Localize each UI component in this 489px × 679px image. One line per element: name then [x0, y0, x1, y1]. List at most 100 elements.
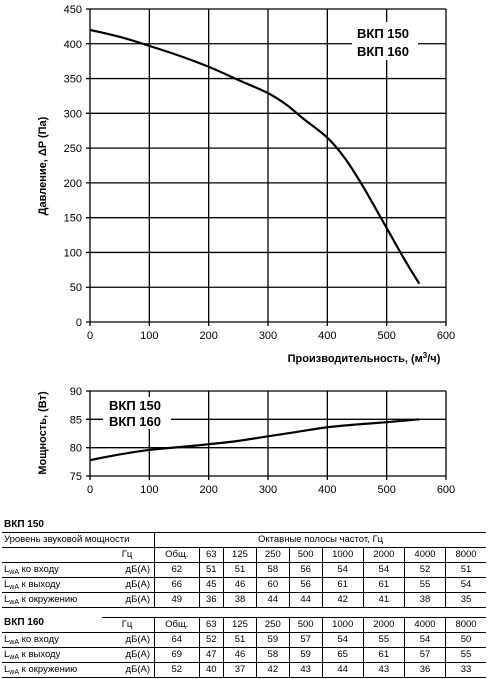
c1-x-tick-label: 500 — [377, 330, 395, 342]
table-cell: 52 — [154, 662, 200, 678]
table-cell: 64 — [154, 632, 200, 648]
row-unit: дБ(А) — [102, 562, 155, 578]
pressure-chart: 0 100 200 300 400 500 600 0 50 100 150 200 250 300 350… — [37, 4, 456, 365]
c2-x-tick-label: 200 — [199, 484, 217, 496]
table160-column-header: 250 — [255, 617, 290, 633]
row-label-text: ко входу — [19, 564, 59, 575]
table-cell: 60 — [255, 577, 290, 593]
row-unit: дБ(А) — [102, 632, 155, 648]
table150-column-header: Общ. — [154, 547, 200, 563]
table-row: LwA к окружению дБ(А) 49 36 38 44 44 42 41 38 35 — [2, 592, 486, 608]
c1-x-tick-label: 0 — [87, 330, 93, 342]
pressure-tick-labels: 0 100 200 300 400 500 600 0 50 100 150 200 250 300 350… — [64, 4, 456, 342]
row-label-subscript: wA — [9, 599, 20, 606]
power-y-axis-label: Мощность, (Вт) — [37, 391, 49, 475]
table-cell: 47 — [198, 647, 224, 663]
c1-y-tick-label: 250 — [64, 143, 82, 155]
table-160-empty-cell — [2, 618, 102, 633]
row-label-symbol: L — [4, 579, 10, 590]
row-label-symbol: L — [4, 564, 10, 575]
table-cell: 38 — [223, 592, 257, 608]
table-cell: 54 — [362, 562, 405, 578]
c2-x-tick-label: 100 — [140, 484, 158, 496]
table-150-header-row: Уровень звуковой мощности Октавные полос… — [2, 532, 486, 548]
table-cell: 59 — [255, 632, 290, 648]
c2-x-tick-label: 400 — [318, 484, 336, 496]
table-cell: 51 — [445, 562, 486, 578]
pressure-x-axis-label-main: Производительность, (м — [288, 353, 423, 365]
table-row: LwA к окружению дБ(А) 52 40 37 42 43 44 43 36 33 — [2, 662, 486, 678]
power-grid — [86, 390, 447, 480]
row-unit: дБ(А) — [102, 647, 155, 663]
table-150-columns-row: Гц Общ. 63 125 250 500 1000 2000 4000 8000 — [2, 547, 486, 563]
table-cell: 46 — [223, 647, 257, 663]
table150-column-header: 1000 — [321, 547, 364, 563]
table-cell: 69 — [154, 647, 200, 663]
c1-y-tick-label: 150 — [64, 213, 82, 225]
power-legend-box — [103, 397, 171, 429]
table160-column-header: 8000 — [445, 617, 486, 633]
table-cell: 54 — [321, 632, 364, 648]
table-cell: 44 — [321, 662, 364, 678]
table160-column-header: 2000 — [362, 617, 405, 633]
c1-y-tick-label: 50 — [70, 282, 82, 294]
table-cell: 54 — [321, 562, 364, 578]
pressure-legend-line-1: ВКП 150 — [357, 26, 409, 41]
table150-column-header: 8000 — [445, 547, 486, 563]
table-cell: 33 — [445, 662, 486, 678]
table160-column-header: 63 — [198, 617, 224, 633]
table150-column-header: 2000 — [362, 547, 405, 563]
table160-column-header: Общ. — [154, 617, 200, 633]
table160-column-header: 125 — [223, 617, 257, 633]
row-label: LwA к выходу — [2, 577, 102, 593]
c1-y-tick-label: 400 — [64, 39, 82, 51]
table150-column-header: 4000 — [403, 547, 446, 563]
table-cell: 45 — [198, 577, 224, 593]
table-cell: 44 — [255, 592, 290, 608]
c1-y-tick-label: 350 — [64, 74, 82, 86]
table-cell: 55 — [403, 577, 446, 593]
row-label: LwA к выходу — [2, 647, 102, 663]
table-cell: 55 — [362, 632, 405, 648]
table-row: LwA к выходу дБ(А) 69 47 46 58 59 65 61 57 55 — [2, 647, 486, 663]
power-curve — [89, 418, 420, 462]
row-label: LwA ко входу — [2, 632, 102, 648]
pressure-y-axis-label: Давление, ΔP (Па) — [37, 116, 49, 215]
table160-column-header: 500 — [288, 617, 323, 633]
table-cell: 56 — [288, 562, 323, 578]
table-cell: 40 — [198, 662, 224, 678]
table-150-header-left: Уровень звуковой мощности — [2, 532, 155, 548]
sound-table-160: Гц Общ. 63 125 250 500 1000 2000 4000 8000 LwA к… — [2, 617, 486, 678]
table-cell: 42 — [255, 662, 290, 678]
row-label-text: ко входу — [19, 634, 59, 645]
row-label-symbol: L — [4, 649, 10, 660]
table-cell: 61 — [321, 577, 364, 593]
table-cell: 56 — [288, 577, 323, 593]
power-legend-line-1: ВКП 150 — [109, 398, 161, 413]
row-label-subscript: wA — [9, 654, 20, 661]
table-row: LwA ко входу дБ(А) 64 52 51 59 57 54 55 54 50 — [2, 632, 486, 648]
table-cell: 50 — [445, 632, 486, 648]
c2-x-tick-label: 300 — [259, 484, 277, 496]
sound-table-150: Уровень звуковой мощности Октавные полос… — [2, 532, 486, 608]
c2-x-tick-label: 0 — [87, 484, 93, 496]
c2-y-tick-label: 80 — [70, 443, 82, 455]
table-160-columns-row: Гц Общ. 63 125 250 500 1000 2000 4000 8000 — [2, 617, 486, 633]
table-cell: 36 — [198, 592, 224, 608]
table-cell: 54 — [445, 577, 486, 593]
row-unit: дБ(А) — [102, 662, 155, 678]
row-label-symbol: L — [4, 594, 10, 605]
c1-y-tick-label: 300 — [64, 108, 82, 120]
table-cell: 61 — [362, 577, 405, 593]
c2-x-tick-label: 500 — [377, 484, 395, 496]
c1-x-tick-label: 600 — [437, 330, 455, 342]
table-cell: 38 — [403, 592, 446, 608]
row-label-text: к окружению — [19, 594, 78, 605]
row-label-text: к выходу — [19, 649, 61, 660]
table150-column-header: 125 — [223, 547, 257, 563]
table-cell: 37 — [223, 662, 257, 678]
pressure-grid — [86, 8, 447, 326]
table-cell: 54 — [403, 632, 446, 648]
power-chart: 0 100 200 300 400 500 600 75 80 85 90 Мощность, (В… — [37, 386, 455, 496]
table-150-title: ВКП 150 — [4, 519, 44, 530]
